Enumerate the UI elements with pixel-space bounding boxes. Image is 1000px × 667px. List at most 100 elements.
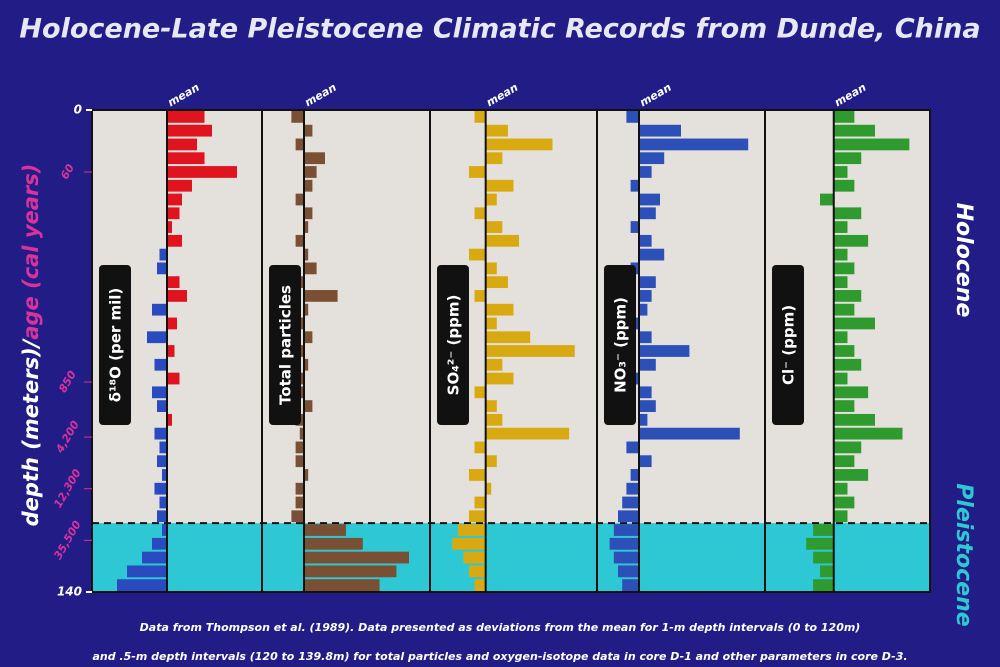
- deviation-bar: [167, 345, 175, 357]
- deviation-bar: [152, 303, 167, 316]
- deviation-bar: [295, 193, 304, 206]
- deviation-bar: [485, 331, 531, 344]
- deviation-bar: [157, 262, 167, 275]
- mean-label: mean: [638, 81, 674, 109]
- deviation-bar: [485, 345, 575, 357]
- deviation-bar: [468, 166, 486, 178]
- deviation-bar: [127, 565, 167, 578]
- y-axis-label: depth (meters)/age (cal years): [19, 164, 43, 527]
- label-box: [437, 265, 469, 425]
- panel-label: Total particles: [269, 265, 301, 425]
- label-box: [772, 265, 804, 425]
- deviation-bar: [463, 551, 486, 564]
- deviation-bar: [167, 413, 172, 426]
- deviation-bar: [159, 248, 167, 261]
- deviation-bar: [304, 469, 309, 481]
- deviation-bar: [639, 193, 660, 206]
- deviation-bar: [833, 400, 855, 412]
- deviation-bar: [833, 510, 848, 523]
- deviation-bar: [626, 482, 639, 495]
- deviation-bar: [485, 372, 514, 385]
- deviation-bar: [304, 551, 409, 564]
- deviation-bar: [833, 221, 848, 233]
- deviation-bar: [833, 331, 848, 344]
- deviation-bar: [485, 221, 503, 233]
- deviation-bar: [639, 400, 656, 412]
- deviation-bar: [833, 386, 869, 399]
- deviation-bar: [820, 193, 834, 206]
- deviation-bar: [117, 579, 167, 591]
- deviation-bar: [295, 138, 304, 151]
- deviation-bar: [167, 193, 182, 206]
- deviation-bar: [630, 221, 639, 233]
- panel-label-text: SO₄²⁻ (ppm): [445, 295, 463, 396]
- label-box: [604, 265, 636, 425]
- deviation-bar: [833, 166, 848, 178]
- deviation-bar: [304, 400, 313, 412]
- panel-label: δ¹⁸O (per mil): [99, 265, 131, 425]
- deviation-bar: [622, 579, 639, 591]
- deviation-bar: [806, 537, 834, 550]
- deviation-bar: [299, 427, 304, 440]
- deviation-bar: [833, 276, 848, 289]
- deviation-bar: [485, 262, 497, 275]
- deviation-bar: [295, 441, 304, 454]
- age-tick-label: 35,500: [51, 518, 84, 562]
- deviation-bar: [159, 441, 167, 454]
- deviation-bar: [157, 400, 167, 412]
- deviation-bar: [468, 510, 486, 523]
- y-axis-label-depth: depth (meters)/: [19, 337, 43, 526]
- mean-label: mean: [303, 81, 339, 109]
- deviation-bar: [468, 248, 486, 261]
- deviation-bar: [609, 537, 639, 550]
- deviation-bar: [304, 331, 313, 344]
- deviation-bar: [457, 524, 486, 536]
- note: and .5-m depth intervals (120 to 139.8m)…: [92, 650, 907, 663]
- deviation-bar: [154, 427, 167, 440]
- deviation-bar: [485, 400, 497, 412]
- y-axis-label-age: age (cal years): [19, 164, 43, 340]
- deviation-bar: [304, 537, 363, 550]
- deviation-bar: [154, 358, 167, 371]
- deviation-bar: [485, 138, 553, 151]
- deviation-bar: [639, 303, 648, 316]
- deviation-bar: [485, 193, 497, 206]
- deviation-bar: [618, 510, 639, 523]
- deviation-bar: [485, 124, 508, 137]
- deviation-bar: [833, 248, 848, 261]
- age-tick-label: 4,200: [53, 418, 82, 456]
- deviation-bar: [833, 234, 869, 247]
- deviation-bar: [167, 152, 205, 165]
- deviation-bar: [485, 455, 497, 468]
- deviation-bar: [639, 138, 749, 151]
- deviation-bar: [639, 386, 652, 399]
- deviation-bar: [833, 290, 862, 302]
- deviation-bar: [167, 111, 205, 123]
- deviation-bar: [639, 207, 656, 220]
- deviation-bar: [820, 565, 834, 578]
- deviation-bar: [630, 469, 639, 481]
- deviation-bar: [474, 111, 486, 123]
- deviation-bar: [162, 524, 167, 536]
- deviation-bar: [299, 386, 304, 399]
- y-tick-label: 0: [74, 103, 82, 117]
- deviation-bar: [485, 234, 520, 247]
- deviation-bar: [485, 482, 492, 495]
- deviation-bar: [639, 152, 665, 165]
- deviation-bar: [639, 276, 656, 289]
- deviation-bar: [304, 290, 338, 302]
- deviation-bar: [474, 441, 486, 454]
- deviation-bar: [304, 221, 309, 233]
- panel-label: Cl⁻ (ppm): [772, 265, 804, 425]
- deviation-bar: [485, 179, 514, 192]
- mean-label: mean: [832, 81, 868, 109]
- deviation-bar: [618, 565, 639, 578]
- deviation-bar: [485, 358, 503, 371]
- deviation-bar: [639, 166, 652, 178]
- deviation-bar: [152, 386, 167, 399]
- panel-label-text: δ¹⁸O (per mil): [107, 288, 125, 403]
- y-tick-label: 140: [57, 585, 82, 599]
- deviation-bar: [639, 248, 665, 261]
- panel-label-text: Cl⁻ (ppm): [780, 305, 798, 385]
- age-tick-label: 60: [58, 162, 77, 182]
